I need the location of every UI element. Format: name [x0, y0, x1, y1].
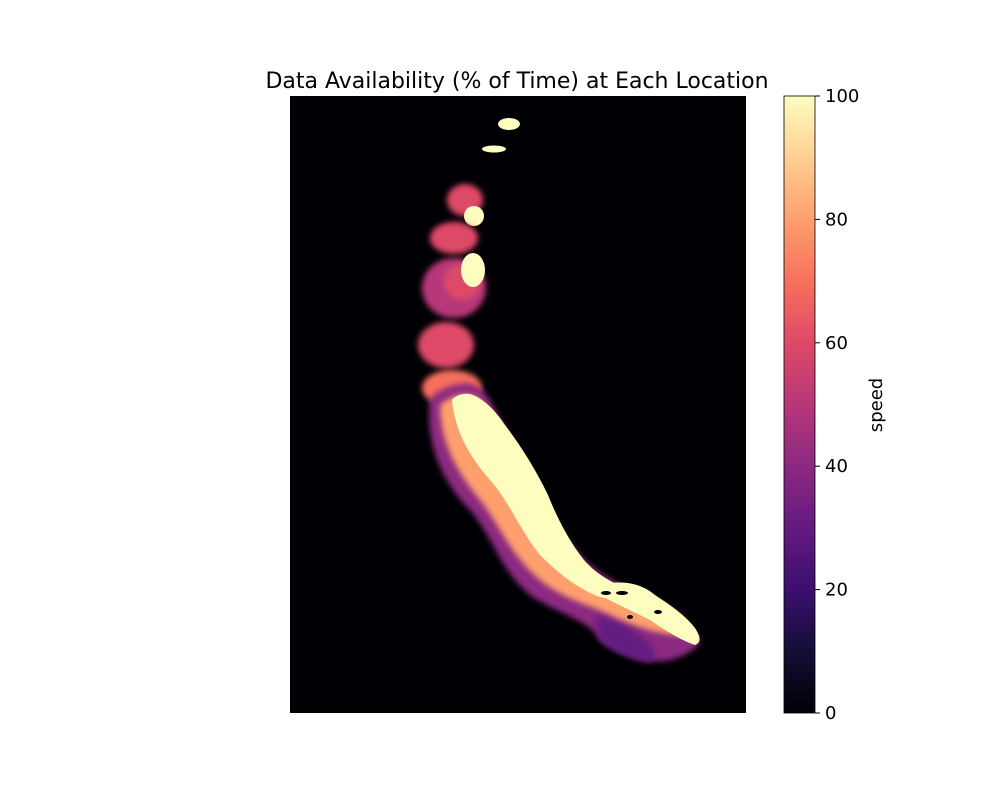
colorbar-tick-label-100: 100 — [825, 86, 859, 107]
coverage-spot-top — [498, 118, 520, 130]
colorbar-tick-label-40: 40 — [825, 456, 848, 477]
coverage-band-tail — [600, 582, 700, 645]
coverage-lobe-3-core — [461, 253, 485, 287]
heatmap-area — [290, 96, 746, 713]
coverage-tail-fringe — [596, 615, 656, 662]
colorbar-tick-label-80: 80 — [825, 209, 848, 230]
colorbar-tick-label-0: 0 — [825, 703, 836, 724]
colorbar: 0 20 40 60 80 100 speed — [783, 86, 887, 724]
colorbar-ticks: 0 20 40 60 80 100 — [815, 86, 859, 724]
colorbar-gradient — [783, 95, 816, 714]
coverage-lobe-4 — [418, 322, 474, 368]
coverage-regions — [418, 118, 700, 662]
colorbar-label: speed — [866, 378, 887, 432]
island-hole-4 — [627, 615, 633, 619]
chart-title: Data Availability (% of Time) at Each Lo… — [265, 69, 768, 94]
coverage-lobe-1-core — [464, 206, 484, 226]
coverage-lobe-2 — [430, 222, 478, 254]
coverage-band-core — [452, 393, 630, 599]
island-hole-1 — [601, 591, 611, 595]
island-hole-3 — [654, 610, 662, 614]
colorbar-tick-label-60: 60 — [825, 333, 848, 354]
island-hole-2 — [616, 591, 628, 595]
coverage-spot-upper — [482, 145, 506, 153]
colorbar-tick-label-20: 20 — [825, 580, 848, 601]
